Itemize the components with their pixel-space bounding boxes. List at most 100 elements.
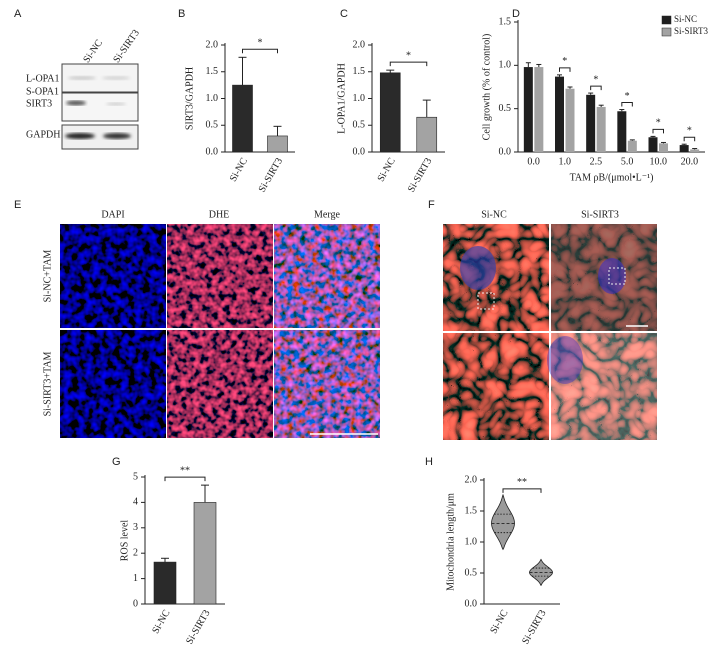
micrograph xyxy=(274,330,380,438)
column-label: DHE xyxy=(209,209,230,220)
y-tick-label: 0.0 xyxy=(499,146,512,157)
nucleus xyxy=(547,336,583,384)
band xyxy=(103,133,131,139)
x-tick-label: Si-SIRT3 xyxy=(257,156,285,194)
x-tick-label: Si-NC xyxy=(150,608,172,636)
column-label: Si-SIRT3 xyxy=(581,209,619,220)
x-tick-label: 20.0 xyxy=(681,156,699,167)
significance-bracket xyxy=(164,476,206,482)
micrograph xyxy=(167,224,273,328)
panel-letter: B xyxy=(178,8,185,20)
y-tick-label: 0 xyxy=(133,598,138,609)
panel-letter: E xyxy=(14,199,21,211)
panel-letter: D xyxy=(512,8,520,20)
x-tick-label: Si-NC xyxy=(376,156,398,184)
bar xyxy=(193,502,217,605)
micrograph xyxy=(443,224,549,331)
lane-label: Si-NC xyxy=(81,38,105,66)
bar xyxy=(648,137,658,152)
legend-label: Si-SIRT3 xyxy=(674,26,708,36)
violin xyxy=(491,493,515,551)
bar xyxy=(416,116,438,153)
significance-bracket xyxy=(389,61,428,67)
bar xyxy=(379,72,401,153)
blot-box xyxy=(61,92,139,122)
column-label: Si-NC xyxy=(481,209,507,220)
micrograph-zoom xyxy=(551,333,657,440)
nucleus xyxy=(598,258,626,294)
nucleus xyxy=(460,246,496,290)
bar xyxy=(690,149,700,152)
x-tick-label: 2.5 xyxy=(590,156,603,167)
row-label: GAPDH xyxy=(26,129,60,140)
x-axis-label: TAM ρB/(μmol•L⁻¹) xyxy=(570,172,654,183)
bar xyxy=(267,135,288,153)
y-tick-label: 0.5 xyxy=(465,567,478,578)
micrograph-zoom xyxy=(443,333,549,440)
legend-label: Si-NC xyxy=(674,14,697,24)
significance-bracket xyxy=(621,102,633,107)
y-tick-label: 0.5 xyxy=(499,103,512,114)
row-label: SIRT3 xyxy=(26,98,52,109)
row-label: Si-NC+TAM xyxy=(42,250,53,303)
y-axis-label: Cell growth (% of control) xyxy=(481,34,492,141)
bar xyxy=(659,143,668,152)
significance-label: * xyxy=(687,125,692,136)
y-tick-label: 2.0 xyxy=(206,39,219,50)
x-tick-label: Si-SIRT3 xyxy=(406,156,434,194)
y-tick-label: 2 xyxy=(133,547,138,558)
panel-letter: C xyxy=(340,8,348,20)
y-tick-label: 3 xyxy=(133,522,138,533)
zoom-box xyxy=(608,267,626,285)
significance-label: * xyxy=(406,50,411,61)
significance-label: * xyxy=(258,38,263,49)
bar xyxy=(153,561,177,605)
x-tick-label: Si-NC xyxy=(488,608,510,636)
mitochondria-panel: F Si-NC Si-SIRT3 xyxy=(428,199,657,440)
bar xyxy=(586,94,596,152)
significance-label: ** xyxy=(180,465,190,476)
lane-label: Si-SIRT3 xyxy=(111,28,142,65)
row-label: L-OPA1 xyxy=(26,73,60,84)
panel-letter: H xyxy=(425,456,433,468)
significance-bracket xyxy=(502,488,542,493)
x-tick-label: 5.0 xyxy=(621,156,634,167)
y-tick-label: 1.0 xyxy=(353,93,366,104)
significance-label: * xyxy=(562,56,567,67)
bar xyxy=(596,106,606,152)
y-tick-label: 0.0 xyxy=(353,146,366,157)
y-axis-label: L-OPA1/GAPDH xyxy=(336,63,347,134)
x-tick-label: 1.0 xyxy=(559,156,572,167)
significance-label: ** xyxy=(517,477,527,488)
significance-bracket xyxy=(652,128,664,134)
significance-bracket xyxy=(559,67,571,72)
bar xyxy=(232,84,253,153)
significance-bracket xyxy=(590,85,602,91)
y-tick-label: 1 xyxy=(133,573,138,584)
y-tick-label: 0.0 xyxy=(206,146,219,157)
band xyxy=(68,76,96,80)
y-tick-label: 2.0 xyxy=(353,39,366,50)
x-tick-label: Si-NC xyxy=(228,156,250,184)
y-tick-label: 1.0 xyxy=(499,60,512,71)
y-axis-label: SIRT3/GAPDH xyxy=(184,67,195,130)
y-tick-label: 1.5 xyxy=(353,66,366,77)
bar xyxy=(679,145,689,152)
y-axis-label: Mitochondria length/μm xyxy=(445,493,456,591)
y-tick-label: 0.5 xyxy=(353,120,366,131)
significance-label: * xyxy=(656,118,661,129)
significance-label: * xyxy=(625,91,630,102)
y-tick-label: 1.0 xyxy=(206,93,219,104)
x-tick-label: 0.0 xyxy=(527,156,540,167)
panel-letter: F xyxy=(428,199,435,211)
x-tick-label: Si-SIRT3 xyxy=(520,608,548,646)
bar xyxy=(565,88,575,152)
band xyxy=(66,100,86,106)
micrograph xyxy=(167,330,273,438)
legend-swatch xyxy=(661,15,672,25)
x-tick-label: 10.0 xyxy=(650,156,668,167)
y-tick-label: 1.5 xyxy=(206,66,219,77)
y-tick-label: 2.0 xyxy=(465,474,478,485)
legend-swatch xyxy=(661,27,672,37)
